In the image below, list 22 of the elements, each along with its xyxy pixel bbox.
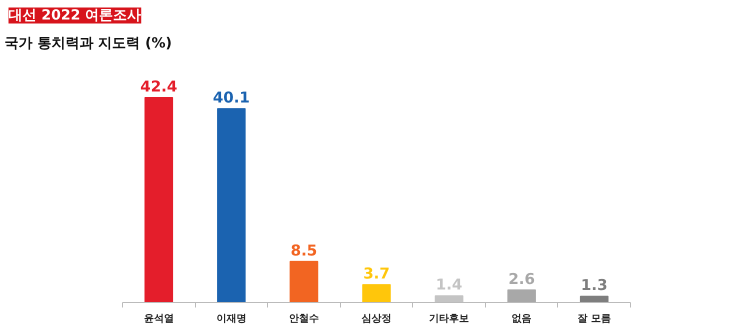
bar [507, 289, 536, 302]
chart-title: 대선 2022 여론조사 [8, 8, 142, 24]
data-label: 1.3 [580, 276, 608, 294]
data-label: 1.4 [436, 276, 462, 294]
data-label: 8.5 [290, 241, 318, 260]
data-label: 40.1 [212, 88, 250, 107]
chart-subtitle: 국가 통치력과 지도력 (%) [4, 36, 172, 52]
data-label: 42.4 [140, 78, 178, 96]
bar [362, 284, 391, 302]
bar [144, 97, 174, 302]
x-tick-label: 윤석열 [144, 314, 174, 324]
bar [217, 108, 246, 302]
data-label: 3.7 [363, 264, 390, 283]
x-tick-label: 기타후보 [429, 314, 470, 324]
x-tick-label: 없음 [512, 314, 532, 324]
bar [580, 296, 609, 302]
x-tick-label: 이재명 [216, 314, 246, 324]
x-tick-label: 심상정 [362, 314, 392, 324]
x-tick-label: 잘 모름 [577, 314, 611, 324]
x-tick-label: 안철수 [288, 314, 319, 324]
bar [290, 260, 318, 302]
data-label: 2.6 [508, 270, 535, 288]
